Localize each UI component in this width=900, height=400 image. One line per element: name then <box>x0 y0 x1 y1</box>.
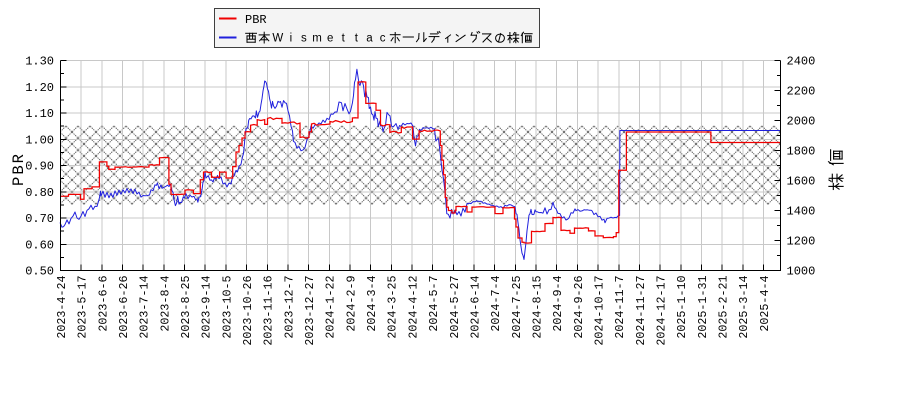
svg-text:2000: 2000 <box>787 115 816 129</box>
svg-text:a: a <box>366 33 373 45</box>
svg-text:2023-12-27: 2023-12-27 <box>303 276 317 346</box>
svg-text:1.00: 1.00 <box>25 133 54 147</box>
svg-text:1800: 1800 <box>787 145 816 159</box>
svg-text:i: i <box>290 33 293 45</box>
svg-text:2024-4-12: 2024-4-12 <box>406 276 420 339</box>
svg-text:0.90: 0.90 <box>25 160 54 174</box>
svg-text:1.20: 1.20 <box>25 81 54 95</box>
svg-text:2023-8-4: 2023-8-4 <box>158 276 172 332</box>
svg-text:2025-3-14: 2025-3-14 <box>737 276 751 339</box>
svg-text:2023-10-5: 2023-10-5 <box>220 276 234 339</box>
svg-text:2024-5-27: 2024-5-27 <box>448 276 462 339</box>
svg-text:2023-5-17: 2023-5-17 <box>76 276 90 339</box>
svg-text:2023-7-14: 2023-7-14 <box>138 276 152 339</box>
svg-text:2024-3-4: 2024-3-4 <box>365 276 379 332</box>
svg-text:2400: 2400 <box>787 55 816 69</box>
svg-text:2024-6-14: 2024-6-14 <box>468 276 482 339</box>
svg-text:2024-11-27: 2024-11-27 <box>634 276 648 346</box>
svg-text:t: t <box>342 33 346 45</box>
svg-text:2023-9-14: 2023-9-14 <box>200 276 214 339</box>
svg-text:t: t <box>355 33 359 45</box>
svg-text:2023-12-7: 2023-12-7 <box>282 276 296 339</box>
svg-text:c: c <box>380 33 386 45</box>
svg-text:2024-5-7: 2024-5-7 <box>427 276 441 332</box>
svg-text:2024-7-25: 2024-7-25 <box>510 276 524 339</box>
svg-text:2024-10-17: 2024-10-17 <box>593 276 607 346</box>
svg-text:s: s <box>301 33 307 45</box>
svg-text:1000: 1000 <box>787 265 816 279</box>
svg-text:1600: 1600 <box>787 175 816 189</box>
svg-text:W: W <box>272 33 283 45</box>
svg-text:1.30: 1.30 <box>25 55 54 69</box>
svg-text:2024-2-9: 2024-2-9 <box>344 276 358 332</box>
svg-text:2024-8-15: 2024-8-15 <box>531 276 545 339</box>
svg-text:PBR: PBR <box>10 152 28 186</box>
svg-text:2024-9-4: 2024-9-4 <box>551 276 565 332</box>
svg-text:2024-11-7: 2024-11-7 <box>613 276 627 339</box>
svg-text:0.80: 0.80 <box>25 186 54 200</box>
svg-text:2200: 2200 <box>787 85 816 99</box>
svg-text:2025-1-31: 2025-1-31 <box>696 276 710 339</box>
svg-text:2023-11-16: 2023-11-16 <box>262 276 276 346</box>
svg-text:0.50: 0.50 <box>25 265 54 279</box>
svg-text:2024-12-17: 2024-12-17 <box>655 276 669 346</box>
svg-text:2025-4-4: 2025-4-4 <box>758 276 772 332</box>
svg-text:1200: 1200 <box>787 235 816 249</box>
svg-text:0.70: 0.70 <box>25 212 54 226</box>
svg-text:1400: 1400 <box>787 205 816 219</box>
svg-text:2023-6-6: 2023-6-6 <box>96 276 110 332</box>
svg-text:2023-4-24: 2023-4-24 <box>55 276 69 339</box>
svg-text:2025-2-21: 2025-2-21 <box>717 276 731 339</box>
svg-text:0.60: 0.60 <box>25 238 54 252</box>
svg-text:2023-8-25: 2023-8-25 <box>179 276 193 339</box>
svg-text:PBR: PBR <box>245 13 267 27</box>
svg-text:e: e <box>327 33 333 45</box>
svg-text:2024-1-22: 2024-1-22 <box>324 276 338 339</box>
svg-text:2025-1-10: 2025-1-10 <box>675 276 689 339</box>
svg-text:2023-6-26: 2023-6-26 <box>117 276 131 339</box>
svg-text:2024-3-25: 2024-3-25 <box>386 276 400 339</box>
svg-text:2024-9-26: 2024-9-26 <box>572 276 586 339</box>
svg-text:2023-10-26: 2023-10-26 <box>241 276 255 346</box>
svg-text:2024-7-4: 2024-7-4 <box>489 275 503 331</box>
svg-text:m: m <box>312 33 322 45</box>
svg-text:1.10: 1.10 <box>25 107 54 121</box>
